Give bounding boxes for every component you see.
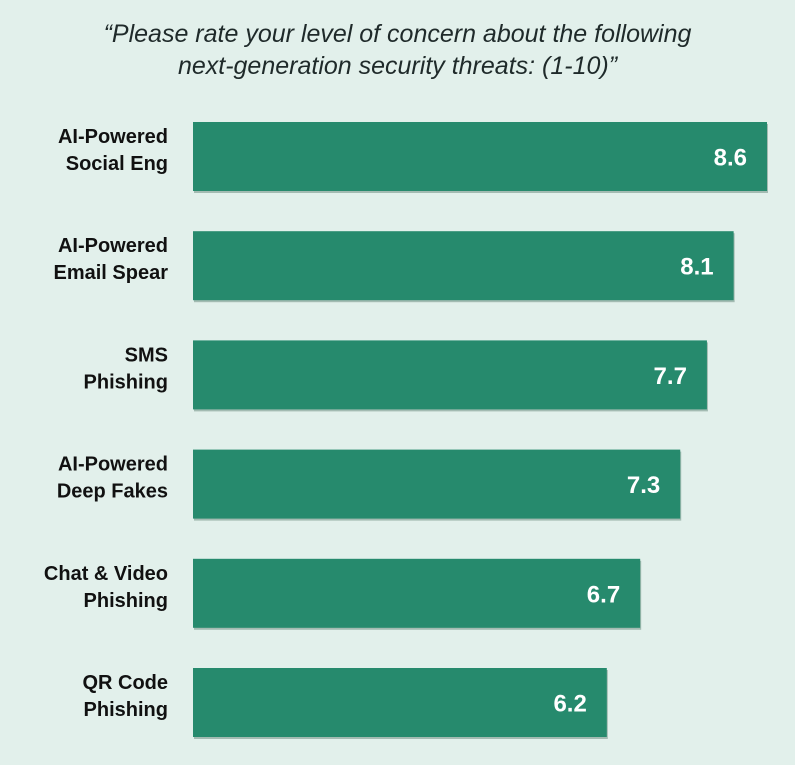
- bar-group: 6.7 Chat & Video Phishing: [44, 558, 642, 630]
- bar: [193, 340, 707, 410]
- category-label: AI-Powered Social Eng: [58, 126, 168, 175]
- category-label-line: SMS: [125, 344, 168, 366]
- bar: [193, 558, 641, 628]
- category-label: Chat & Video Phishing: [44, 563, 168, 612]
- bar-value-label: 6.2: [553, 691, 586, 718]
- bar-group: 8.1 AI-Powered Email Spear: [53, 231, 735, 303]
- bar-value-label: 8.6: [714, 145, 747, 172]
- bar: [193, 449, 681, 519]
- chart-title-line-2: next-generation security threats: (1-10)…: [177, 52, 618, 80]
- category-label-line: Email Spear: [53, 262, 168, 284]
- bar-value-label: 6.7: [587, 581, 620, 608]
- category-label-line: AI-Powered: [58, 235, 168, 257]
- category-label-line: AI-Powered: [58, 126, 168, 148]
- bar-group: 7.3 AI-Powered Deep Fakes: [57, 449, 682, 521]
- bar-group: 7.7 SMS Phishing: [84, 340, 708, 412]
- bar: [193, 231, 734, 301]
- bar-value-label: 8.1: [680, 254, 713, 281]
- category-label-line: Phishing: [84, 699, 168, 721]
- bar-group: 6.2 QR Code Phishing: [82, 668, 608, 739]
- category-label-line: Phishing: [84, 371, 168, 393]
- category-label: AI-Powered Email Spear: [53, 235, 168, 284]
- category-label-line: Deep Fakes: [57, 481, 168, 503]
- category-label-line: Chat & Video: [44, 563, 168, 585]
- bar: [193, 122, 767, 191]
- chart-title: “Please rate your level of concern about…: [0, 18, 795, 82]
- category-label: AI-Powered Deep Fakes: [57, 454, 168, 503]
- category-label-line: AI-Powered: [58, 454, 168, 476]
- category-label-line: Phishing: [84, 590, 168, 612]
- bar-group: 8.6 AI-Powered Social Eng: [58, 122, 768, 193]
- bar-value-label: 7.3: [627, 472, 660, 499]
- bar: [193, 668, 607, 737]
- category-label: QR Code Phishing: [82, 672, 168, 721]
- chart-title-line-1: “Please rate your level of concern about…: [103, 20, 692, 48]
- bar-value-label: 7.7: [654, 363, 687, 390]
- category-label-line: QR Code: [82, 672, 168, 694]
- category-label: SMS Phishing: [84, 344, 168, 393]
- category-label-line: Social Eng: [66, 153, 168, 175]
